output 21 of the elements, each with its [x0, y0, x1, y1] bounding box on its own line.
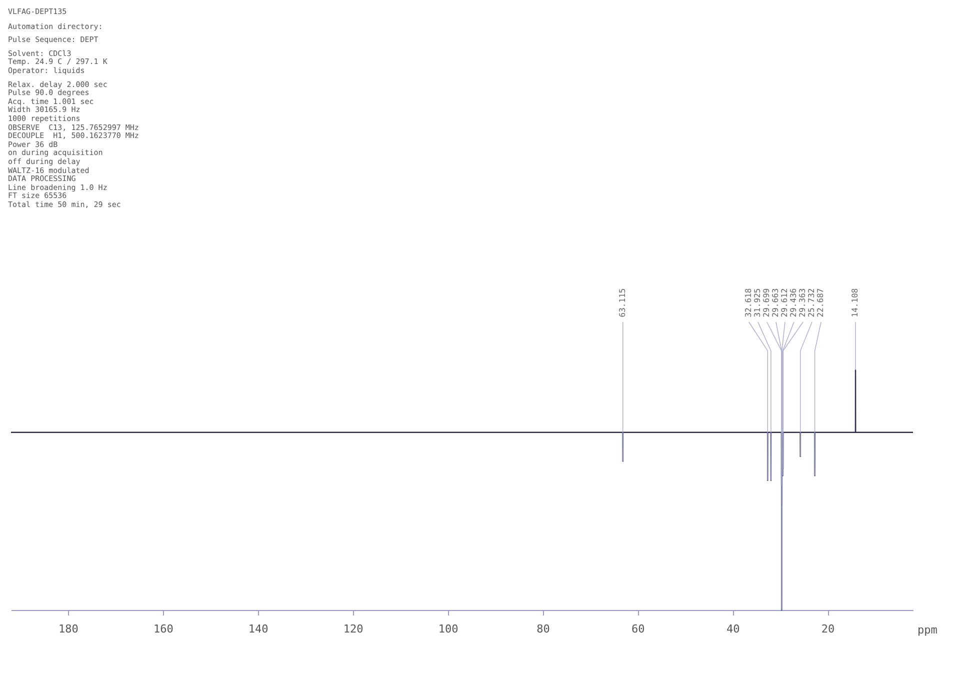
- annotation: 63.115: [618, 288, 627, 318]
- x-tick-label: 40: [726, 622, 740, 636]
- annotation: 29.612: [780, 288, 789, 318]
- x-tick-label: 140: [248, 622, 268, 636]
- annotation: 29.663: [770, 288, 780, 318]
- x-tick-label: 100: [438, 622, 458, 636]
- annotation: 29.436: [788, 288, 798, 318]
- annotation: 29.699: [762, 288, 771, 318]
- x-tick-label: 160: [153, 622, 174, 636]
- annotation: 14.108: [850, 288, 860, 318]
- x-tick-label: 120: [343, 622, 364, 636]
- annotation: 31.925: [752, 288, 762, 318]
- annotation: 29.363: [798, 288, 807, 318]
- x-tick-label: 180: [58, 622, 78, 636]
- annotation: 22.687: [816, 288, 826, 318]
- x-tick-label: 20: [821, 622, 835, 636]
- x-tick-label: 80: [536, 622, 550, 636]
- x-axis-title: ppm: [918, 624, 938, 636]
- annotation: 32.618: [744, 288, 753, 318]
- x-tick-label: 60: [632, 622, 645, 636]
- annotation: 25.732: [807, 288, 816, 318]
